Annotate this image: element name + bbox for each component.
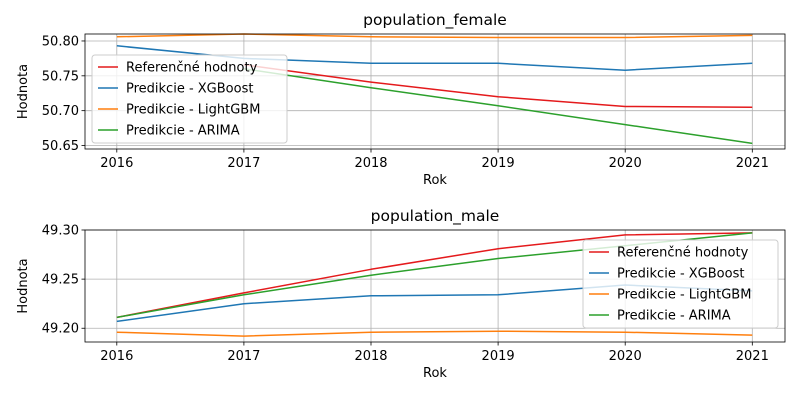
x-axis-label: Rok [423, 366, 447, 381]
y-tick-label: 49.30 [42, 224, 79, 239]
x-tick-label: 2020 [609, 349, 642, 364]
x-tick-label: 2021 [736, 349, 769, 364]
x-tick-label: 2018 [354, 156, 387, 171]
legend-label-2: Predikcie - LightGBM [126, 103, 260, 118]
legend-label-2: Predikcie - LightGBM [617, 288, 751, 303]
y-tick-label: 49.25 [42, 273, 79, 288]
chart-population-female: 2016 2017 2018 2019 2020 2021 50.65 50.70 50.75 5… [16, 11, 786, 188]
series-line-3 [243, 68, 753, 145]
series-line-0 [243, 63, 753, 108]
x-tick-label: 2016 [100, 156, 133, 171]
legend-label-1: Predikcie - XGBoost [617, 267, 744, 282]
x-tick-label: 2017 [227, 156, 260, 171]
legend-label-3: Predikcie - ARIMA [617, 309, 731, 324]
x-tick-label: 2021 [736, 156, 769, 171]
legend-box [91, 54, 288, 144]
y-tick-label: 49.20 [42, 322, 79, 337]
x-tick-label: 2017 [227, 349, 260, 364]
series-line-0 [116, 232, 753, 319]
legend-label-3: Predikcie - ARIMA [126, 124, 240, 139]
chart-title: population_male [371, 207, 500, 226]
series-line-2 [116, 33, 753, 39]
legend-label-0: Referenčné hodnoty [126, 61, 258, 76]
x-tick-label: 2018 [354, 349, 387, 364]
x-tick-label: 2020 [609, 156, 642, 171]
y-tick-label: 50.75 [42, 69, 79, 84]
axes-frame [84, 229, 786, 343]
x-tick-label: 2019 [482, 349, 515, 364]
y-axis-label: Hodnota [16, 258, 31, 313]
legend-label-1: Predikcie - XGBoost [126, 82, 253, 97]
y-tick-label: 50.65 [42, 139, 79, 154]
series-line-2 [116, 330, 753, 337]
chart-population-male: 2016 2017 2018 2019 2020 2021 49.20 49.25 49.30 p… [16, 207, 786, 381]
legend: Referenčné hodnoty Predikcie - XGBoost Pre… [582, 239, 779, 329]
legend-label-0: Referenčné hodnoty [617, 246, 749, 261]
x-tick-label: 2019 [482, 156, 515, 171]
chart-title: population_female [363, 11, 507, 30]
axes-frame [84, 33, 786, 150]
x-axis-label: Rok [423, 173, 447, 188]
y-tick-label: 50.70 [42, 104, 79, 119]
y-tick-label: 50.80 [42, 34, 79, 49]
x-tick-label: 2016 [100, 349, 133, 364]
y-axis-label: Hodnota [16, 64, 31, 119]
legend-box [582, 239, 779, 329]
legend: Referenčné hodnoty Predikcie - XGBoost Pre… [91, 54, 288, 144]
